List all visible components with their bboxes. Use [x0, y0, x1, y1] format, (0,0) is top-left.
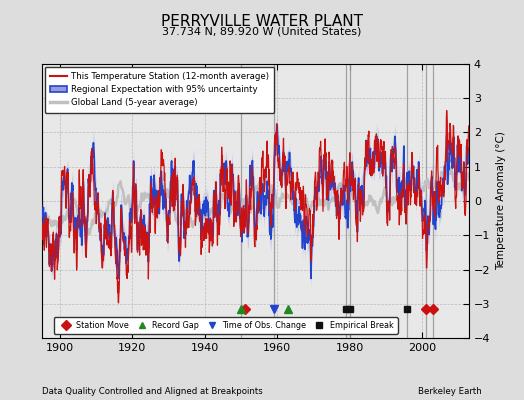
- Text: PERRYVILLE WATER PLANT: PERRYVILLE WATER PLANT: [161, 14, 363, 29]
- Y-axis label: Temperature Anomaly (°C): Temperature Anomaly (°C): [496, 132, 506, 270]
- Text: 37.734 N, 89.920 W (United States): 37.734 N, 89.920 W (United States): [162, 26, 362, 36]
- Text: Berkeley Earth: Berkeley Earth: [418, 387, 482, 396]
- Text: Data Quality Controlled and Aligned at Breakpoints: Data Quality Controlled and Aligned at B…: [42, 387, 263, 396]
- Legend: Station Move, Record Gap, Time of Obs. Change, Empirical Break: Station Move, Record Gap, Time of Obs. C…: [53, 317, 398, 334]
